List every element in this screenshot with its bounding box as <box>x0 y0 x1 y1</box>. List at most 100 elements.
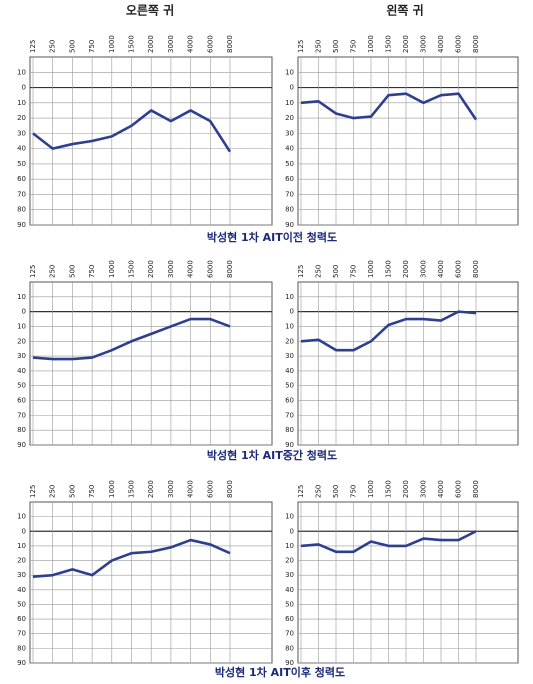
x-tick-label: 4000 <box>437 35 445 53</box>
y-tick-label: 70 <box>17 411 26 419</box>
x-tick-label: 500 <box>332 265 340 278</box>
x-tick-label: 125 <box>29 485 37 498</box>
x-tick-label: 6000 <box>455 480 463 498</box>
x-tick-label: 750 <box>88 40 96 53</box>
y-tick-label: 50 <box>17 600 26 608</box>
y-tick-label: 30 <box>17 129 26 137</box>
x-tick-label: 1500 <box>385 35 393 53</box>
y-tick-label: 60 <box>17 615 26 623</box>
y-tick-label: 30 <box>17 571 26 579</box>
x-tick-label: 8000 <box>226 35 234 53</box>
hearing-line <box>32 538 231 578</box>
y-tick-label: 0 <box>290 308 294 316</box>
x-tick-label: 8000 <box>472 35 480 53</box>
x-tick-label: 6000 <box>206 35 214 53</box>
y-tick-label: 20 <box>285 337 294 345</box>
caption: 박성현 1차 AIT이후 청력도 <box>215 665 345 679</box>
y-tick-label: 70 <box>285 190 294 198</box>
x-tick-label: 2000 <box>147 480 155 498</box>
plot-frame <box>297 56 519 226</box>
y-tick-label: 40 <box>285 586 294 594</box>
x-tick-label: 1000 <box>367 480 375 498</box>
x-tick-label: 1000 <box>108 35 116 53</box>
y-tick-label: 90 <box>17 221 26 229</box>
x-tick-label: 2000 <box>402 35 410 53</box>
y-tick-label: 40 <box>17 145 26 153</box>
hearing-line <box>32 317 231 361</box>
y-tick-label: 80 <box>17 426 26 434</box>
hearing-line <box>300 310 477 352</box>
x-tick-label: 2000 <box>147 35 155 53</box>
x-tick-label: 125 <box>29 40 37 53</box>
y-tick-label: 10 <box>17 542 26 550</box>
x-tick-label: 250 <box>49 485 57 498</box>
x-tick-label: 1500 <box>128 260 136 278</box>
y-tick-label: 60 <box>17 175 26 183</box>
y-tick-label: 20 <box>17 337 26 345</box>
y-tick-label: 50 <box>285 160 294 168</box>
y-tick-label: 40 <box>17 367 26 375</box>
hearing-line <box>300 92 478 121</box>
x-tick-label: 750 <box>350 40 358 53</box>
x-tick-label: 500 <box>332 40 340 53</box>
y-tick-label: 10 <box>285 542 294 550</box>
x-tick-label: 1500 <box>385 260 393 278</box>
y-tick-label: 80 <box>17 206 26 214</box>
x-tick-label: 3000 <box>167 480 175 498</box>
y-tick-label: 40 <box>285 145 294 153</box>
y-tick-label: 70 <box>17 190 26 198</box>
x-tick-label: 3000 <box>167 260 175 278</box>
y-tick-label: 10 <box>285 513 294 521</box>
y-tick-label: 60 <box>285 175 294 183</box>
x-tick-label: 750 <box>88 485 96 498</box>
x-tick-label: 1500 <box>128 480 136 498</box>
y-tick-label: 10 <box>285 322 294 330</box>
y-tick-label: 60 <box>17 397 26 405</box>
y-tick-label: 0 <box>22 527 26 535</box>
y-tick-label: 60 <box>285 397 294 405</box>
x-tick-label: 8000 <box>472 260 480 278</box>
x-tick-label: 2000 <box>147 260 155 278</box>
x-tick-label: 750 <box>350 485 358 498</box>
y-tick-label: 30 <box>285 129 294 137</box>
x-tick-label: 750 <box>88 265 96 278</box>
x-tick-label: 250 <box>315 485 323 498</box>
y-tick-label: 0 <box>290 527 294 535</box>
x-tick-label: 6000 <box>455 260 463 278</box>
x-tick-label: 125 <box>297 485 305 498</box>
x-tick-label: 250 <box>49 265 57 278</box>
y-tick-label: 0 <box>22 84 26 92</box>
y-tick-label: 40 <box>17 586 26 594</box>
y-tick-label: 90 <box>17 659 26 667</box>
x-tick-label: 3000 <box>420 35 428 53</box>
x-tick-label: 250 <box>315 265 323 278</box>
y-tick-label: 10 <box>285 68 294 76</box>
caption: 박성현 1차 AIT중간 청력도 <box>207 448 337 462</box>
x-tick-label: 1000 <box>367 35 375 53</box>
x-tick-label: 6000 <box>206 260 214 278</box>
y-tick-label: 30 <box>285 571 294 579</box>
y-tick-label: 10 <box>17 513 26 521</box>
x-tick-label: 500 <box>68 40 76 53</box>
x-tick-label: 125 <box>297 265 305 278</box>
y-tick-label: 30 <box>285 352 294 360</box>
x-tick-label: 3000 <box>420 260 428 278</box>
x-tick-label: 1500 <box>385 480 393 498</box>
y-tick-label: 10 <box>285 99 294 107</box>
y-tick-label: 20 <box>17 114 26 122</box>
y-tick-label: 90 <box>285 441 294 449</box>
x-tick-label: 1000 <box>367 260 375 278</box>
y-tick-label: 50 <box>285 382 294 390</box>
y-tick-label: 10 <box>17 68 26 76</box>
y-tick-label: 50 <box>285 600 294 608</box>
x-tick-label: 8000 <box>226 260 234 278</box>
y-tick-label: 20 <box>285 114 294 122</box>
y-tick-label: 70 <box>285 630 294 638</box>
y-tick-label: 30 <box>17 352 26 360</box>
y-tick-label: 40 <box>285 367 294 375</box>
hearing-line <box>300 530 477 554</box>
y-tick-label: 10 <box>17 293 26 301</box>
y-tick-label: 60 <box>285 615 294 623</box>
x-tick-label: 4000 <box>437 260 445 278</box>
x-tick-label: 3000 <box>167 35 175 53</box>
